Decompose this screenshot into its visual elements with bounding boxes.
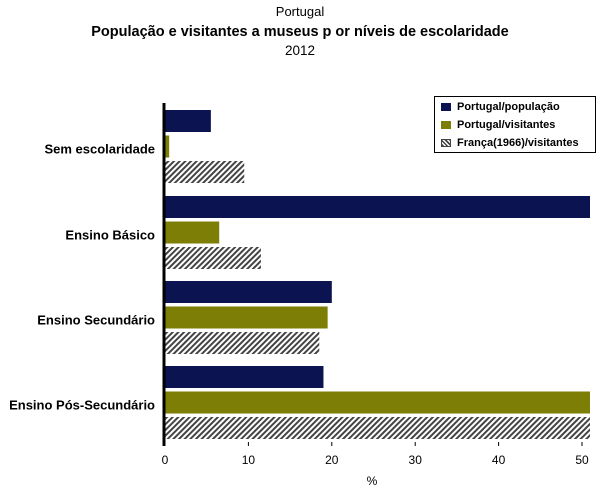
bar-group <box>165 110 590 439</box>
bar-ensino-secundario-portugal-populacao <box>165 281 332 303</box>
chart-title: População e visitantes a museus p or nív… <box>91 24 509 40</box>
chart-subtitle: 2012 <box>284 43 316 58</box>
bar-ensino-basico-franca-1966-visitantes <box>165 247 261 269</box>
x-tick-label: 10 <box>242 453 256 467</box>
legend-item-portugal-populacao: Portugal/população <box>441 100 560 114</box>
legend-swatch-portugal-visitantes <box>441 121 451 129</box>
bar-sem-escolaridade-franca-1966-visitantes <box>165 161 245 183</box>
bar-ensino-pos-secundario-portugal-populacao <box>165 366 324 388</box>
legend-item-portugal-visitantes: Portugal/visitantes <box>441 118 555 132</box>
category-label: Sem escolaridade <box>44 141 155 156</box>
x-tick-label: 20 <box>325 453 339 467</box>
category-label: Ensino Básico <box>65 227 155 242</box>
bar-ensino-secundario-portugal-visitantes <box>165 306 328 329</box>
legend-swatch-franca-visitantes <box>441 139 451 147</box>
legend-item-franca-visitantes: França(1966)/visitantes <box>441 136 579 150</box>
x-tick-label: 0 <box>162 453 169 467</box>
x-axis-label: % <box>367 474 378 488</box>
category-label: Ensino Secundário <box>37 312 155 327</box>
axes: Sem escolaridade Ensino Básico Ensino Secu… <box>9 103 589 488</box>
bar-ensino-secundario-franca-1966-visitantes <box>165 332 320 354</box>
category-label: Ensino Pós-Secundário <box>9 397 155 412</box>
bar-sem-escolaridade-portugal-populacao <box>165 110 211 132</box>
bar-ensino-basico-portugal-visitantes <box>165 221 220 244</box>
legend-label: Portugal/visitantes <box>457 119 556 131</box>
bar-sem-escolaridade-portugal-visitantes <box>165 135 170 158</box>
legend-label: França(1966)/visitantes <box>457 137 579 149</box>
x-tick-label: 30 <box>409 453 423 467</box>
bar-ensino-basico-portugal-populacao <box>165 196 590 218</box>
legend: Portugal/população Portugal/visitantes F… <box>434 96 596 153</box>
bar-ensino-pos-secundario-portugal-visitantes <box>165 391 590 414</box>
chart-supertitle: Portugal <box>275 4 325 19</box>
x-tick-label: 40 <box>492 453 506 467</box>
legend-label: Portugal/população <box>457 101 560 113</box>
legend-swatch-portugal-populacao <box>441 103 451 111</box>
bar-ensino-pos-secundario-franca-1966-visitantes <box>165 417 590 439</box>
x-tick-label: 50 <box>575 453 589 467</box>
